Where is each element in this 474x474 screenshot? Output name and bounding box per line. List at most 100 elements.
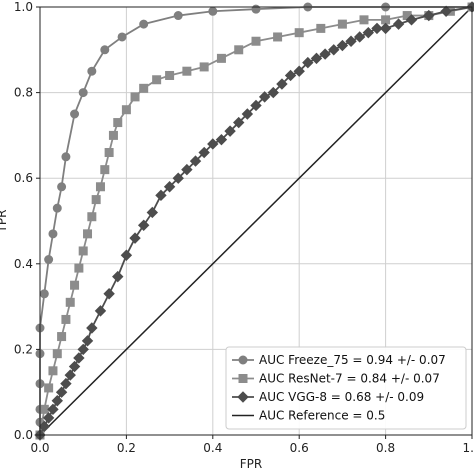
data-point-circle [44, 255, 54, 265]
data-point-diamond [207, 138, 219, 150]
data-point-diamond [198, 146, 210, 159]
legend-entry: AUC Freeze_75 = 0.94 +/- 0.07 [232, 353, 446, 367]
data-point-diamond [189, 155, 202, 167]
series-layer [34, 1, 474, 441]
y-tick-label: 1.0 [14, 0, 33, 14]
data-point-circle [48, 229, 58, 239]
data-point-square [70, 280, 80, 290]
data-point-diamond [215, 133, 228, 146]
reference-series [39, 6, 473, 436]
data-point-diamond [293, 65, 305, 77]
data-point-circle [139, 19, 149, 29]
data-point-square [130, 92, 140, 102]
data-point-circle [208, 6, 218, 16]
data-point-square [216, 53, 226, 63]
data-point-diamond [302, 56, 314, 69]
data-point-diamond [224, 125, 236, 137]
data-point-diamond [258, 91, 271, 103]
axes-layer [39, 6, 473, 436]
data-point-square [39, 404, 49, 414]
data-point-diamond [371, 22, 383, 35]
data-point-diamond [137, 219, 150, 231]
data-point-diamond [146, 206, 159, 219]
data-point-diamond [233, 116, 245, 129]
data-point-diamond [276, 78, 288, 90]
data-point-diamond [68, 360, 81, 373]
data-point-square [294, 28, 304, 38]
legend-entry: AUC Reference = 0.5 [232, 409, 385, 423]
data-point-square [108, 130, 118, 140]
data-point-diamond [172, 172, 184, 184]
legend-label: AUC Freeze_75 = 0.94 +/- 0.07 [259, 353, 446, 367]
reference-line-layer [39, 6, 473, 436]
data-point-circle [251, 4, 261, 14]
data-point-diamond [42, 412, 55, 424]
data-point-square [52, 349, 62, 359]
x-tick-label: 0.6 [290, 441, 309, 455]
legend: AUC Freeze_75 = 0.94 +/- 0.07 AUC ResNet-… [225, 346, 467, 430]
data-point-diamond [405, 14, 418, 26]
data-point-diamond [55, 386, 68, 398]
data-point-square [139, 83, 149, 93]
data-point-square [316, 23, 326, 33]
data-point-diamond [103, 288, 115, 300]
x-tick-label: 0.0 [30, 441, 49, 455]
data-point-diamond [310, 52, 323, 65]
data-point-square [57, 332, 67, 342]
data-point-square [91, 195, 101, 205]
y-tick-label: 0.8 [14, 86, 33, 100]
x-tick-label: 1.0 [462, 441, 474, 455]
data-point-square [44, 383, 54, 393]
data-point-circle [52, 203, 62, 213]
data-point-square [234, 45, 244, 55]
y-tick-label: 0.4 [14, 257, 33, 271]
data-point-diamond [155, 189, 167, 202]
legend-marker-diamond [237, 391, 249, 403]
data-point-square [381, 15, 391, 25]
data-point-square [61, 314, 71, 324]
data-point-diamond [81, 335, 94, 347]
data-point-circle [39, 289, 49, 299]
data-point-square [165, 70, 175, 80]
data-point-diamond [392, 18, 405, 30]
legend-label: AUC ResNet-7 = 0.84 +/- 0.07 [259, 372, 440, 386]
data-point-diamond [423, 9, 435, 22]
data-point-circle [70, 109, 80, 119]
data-point-diamond [112, 270, 124, 283]
data-point-diamond [267, 86, 279, 99]
reference-line [39, 6, 473, 436]
data-point-square [65, 297, 75, 307]
legend-marker-circle [238, 355, 248, 365]
data-point-diamond [47, 403, 59, 416]
data-point-diamond [86, 322, 98, 334]
data-point-circle [87, 66, 97, 76]
data-point-diamond [250, 99, 262, 112]
data-point-diamond [328, 44, 340, 56]
data-point-circle [173, 11, 183, 21]
data-point-square [337, 19, 347, 29]
data-point-square [113, 118, 123, 128]
y-tick-label: 0.2 [14, 342, 33, 356]
data-point-square [95, 182, 105, 192]
x-tick-label: 0.8 [376, 441, 395, 455]
data-point-square [273, 32, 283, 42]
data-point-diamond [163, 181, 176, 193]
data-point-diamond [379, 22, 392, 35]
data-point-square [152, 75, 162, 85]
legend-entry: AUC VGG-8 = 0.68 +/- 0.09 [232, 390, 424, 404]
legend-box [225, 346, 467, 430]
data-point-circle [117, 32, 127, 42]
data-point-square [78, 246, 88, 256]
data-point-diamond [51, 395, 63, 407]
data-point-diamond [440, 5, 452, 17]
data-point-diamond [38, 420, 51, 433]
data-point-diamond [77, 343, 89, 356]
data-point-square [199, 62, 209, 72]
data-point-square [83, 229, 93, 239]
data-point-square [251, 36, 261, 46]
data-point-diamond [60, 377, 72, 390]
legend-entry: AUC ResNet-7 = 0.84 +/- 0.07 [232, 372, 440, 386]
x-axis-label: FPR [240, 457, 262, 471]
data-point-circle [100, 45, 110, 55]
